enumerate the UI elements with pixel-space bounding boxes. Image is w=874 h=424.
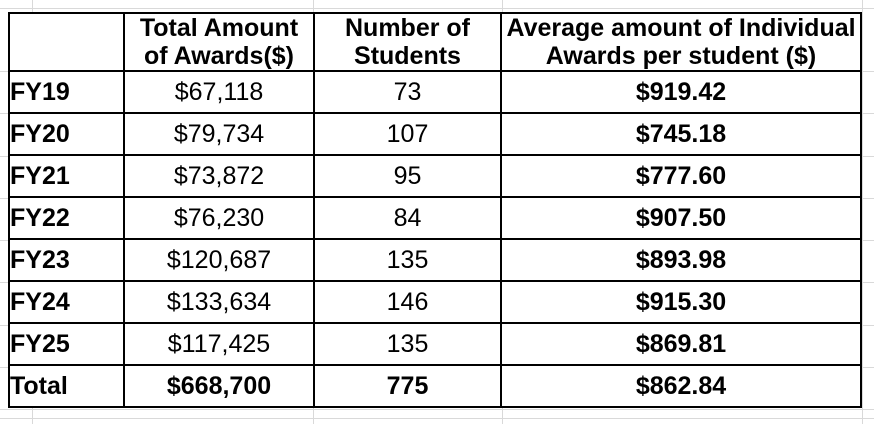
table-row-fy24: FY24 $133,634 146 $915.30	[8, 280, 862, 324]
sheet-gridline-horizontal	[0, 8, 874, 9]
average-cell[interactable]: $869.81	[500, 322, 862, 366]
table-row-fy23: FY23 $120,687 135 $893.98	[8, 238, 862, 282]
average-cell[interactable]: $862.84	[500, 364, 862, 408]
average-cell[interactable]: $777.60	[500, 154, 862, 198]
row-label[interactable]: FY24	[8, 280, 125, 324]
header-number-of-students[interactable]: Number of Students	[313, 12, 502, 72]
row-label[interactable]: FY23	[8, 238, 125, 282]
average-cell[interactable]: $893.98	[500, 238, 862, 282]
total-awards-cell[interactable]: $668,700	[123, 364, 315, 408]
row-label[interactable]: Total	[8, 364, 125, 408]
sheet-gridline-horizontal	[0, 418, 874, 419]
average-cell[interactable]: $907.50	[500, 196, 862, 240]
header-empty-cell[interactable]	[8, 12, 125, 72]
average-cell[interactable]: $915.30	[500, 280, 862, 324]
students-cell[interactable]: 775	[313, 364, 502, 408]
students-cell[interactable]: 107	[313, 112, 502, 156]
students-cell[interactable]: 135	[313, 238, 502, 282]
table-row-fy19: FY19 $67,118 73 $919.42	[8, 70, 862, 114]
sheet-gridline-horizontal	[0, 409, 874, 410]
row-label[interactable]: FY22	[8, 196, 125, 240]
students-cell[interactable]: 73	[313, 70, 502, 114]
total-awards-cell[interactable]: $117,425	[123, 322, 315, 366]
table-row-fy21: FY21 $73,872 95 $777.60	[8, 154, 862, 198]
header-average-per-student[interactable]: Average amount of Individual Awards per …	[500, 12, 862, 72]
sheet-gridline-vertical	[862, 0, 863, 424]
total-awards-cell[interactable]: $79,734	[123, 112, 315, 156]
row-label[interactable]: FY21	[8, 154, 125, 198]
average-cell[interactable]: $919.42	[500, 70, 862, 114]
table-row-fy25: FY25 $117,425 135 $869.81	[8, 322, 862, 366]
total-awards-cell[interactable]: $120,687	[123, 238, 315, 282]
average-cell[interactable]: $745.18	[500, 112, 862, 156]
total-awards-cell[interactable]: $133,634	[123, 280, 315, 324]
table-row-fy20: FY20 $79,734 107 $745.18	[8, 112, 862, 156]
table-row-fy22: FY22 $76,230 84 $907.50	[8, 196, 862, 240]
row-label[interactable]: FY19	[8, 70, 125, 114]
row-label[interactable]: FY25	[8, 322, 125, 366]
row-label[interactable]: FY20	[8, 112, 125, 156]
students-cell[interactable]: 146	[313, 280, 502, 324]
header-row: Total Amount of Awards($) Number of Stud…	[8, 12, 862, 72]
awards-table: Total Amount of Awards($) Number of Stud…	[8, 12, 862, 408]
total-awards-cell[interactable]: $76,230	[123, 196, 315, 240]
total-awards-cell[interactable]: $73,872	[123, 154, 315, 198]
total-awards-cell[interactable]: $67,118	[123, 70, 315, 114]
total-row: Total $668,700 775 $862.84	[8, 364, 862, 408]
students-cell[interactable]: 84	[313, 196, 502, 240]
students-cell[interactable]: 95	[313, 154, 502, 198]
header-total-awards[interactable]: Total Amount of Awards($)	[123, 12, 315, 72]
students-cell[interactable]: 135	[313, 322, 502, 366]
